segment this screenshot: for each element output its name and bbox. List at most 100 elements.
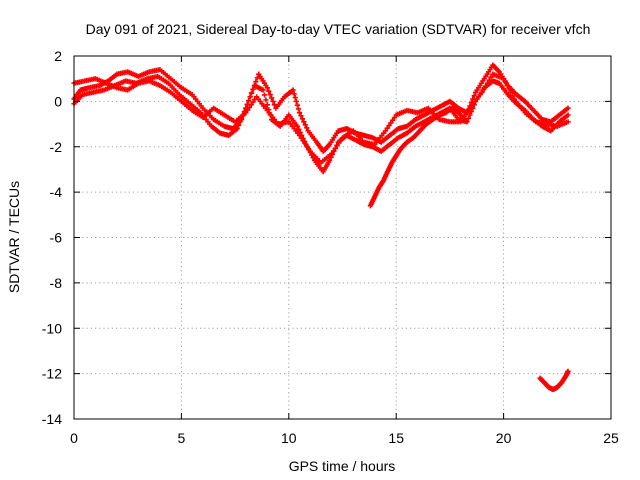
data-point-marker xyxy=(261,92,268,98)
data-point-marker xyxy=(267,91,273,98)
series-band-c xyxy=(71,71,571,166)
data-point-marker xyxy=(298,113,304,119)
y-tick-label: -8 xyxy=(50,275,63,291)
data-point-marker xyxy=(332,145,338,151)
x-tick-label: 5 xyxy=(178,430,186,446)
y-tick-label: -14 xyxy=(42,411,62,427)
data-point-marker xyxy=(264,102,270,108)
data-point-marker xyxy=(246,98,252,104)
data-point-marker xyxy=(466,105,473,112)
data-point-marker xyxy=(253,79,259,85)
y-tick-label: 2 xyxy=(54,48,62,64)
data-point-marker xyxy=(508,89,514,95)
data-point-marker xyxy=(296,126,302,132)
data-point-marker xyxy=(264,85,270,91)
y-tick-label: -10 xyxy=(42,320,62,336)
data-point-marker xyxy=(234,126,240,132)
y-tick-label: -4 xyxy=(50,184,63,200)
data-point-marker xyxy=(471,93,477,99)
data-point-marker xyxy=(292,94,298,101)
data-point-marker xyxy=(248,102,254,108)
data-point-marker xyxy=(484,80,491,86)
series-descending-arc xyxy=(367,105,468,209)
series-late-segment xyxy=(537,368,571,393)
y-axis-label: SDTVAR / TECUs xyxy=(6,181,22,293)
data-point-marker xyxy=(296,132,303,139)
data-point-marker xyxy=(565,119,571,125)
data-point-marker xyxy=(302,122,308,128)
data-point-marker xyxy=(388,120,394,126)
data-point-marker xyxy=(483,83,489,89)
data-points xyxy=(71,62,571,393)
data-point-marker xyxy=(486,77,492,83)
data-point-marker xyxy=(327,157,333,163)
data-point-marker xyxy=(386,122,392,129)
data-point-marker xyxy=(260,87,266,93)
data-point-marker xyxy=(298,135,304,141)
chart-title: Day 091 of 2021, Sidereal Day-to-day VTE… xyxy=(86,21,591,37)
data-point-marker xyxy=(247,94,253,100)
data-point-marker xyxy=(246,104,253,111)
data-point-marker xyxy=(250,86,256,92)
data-point-marker xyxy=(338,137,344,143)
data-point-marker xyxy=(294,102,300,108)
data-point-marker xyxy=(465,108,471,114)
data-point-marker xyxy=(565,112,571,118)
data-point-marker xyxy=(465,115,472,121)
data-point-marker xyxy=(502,79,508,85)
series-band-b xyxy=(71,73,571,175)
x-tick-label: 25 xyxy=(603,430,619,446)
data-point-marker xyxy=(462,116,468,123)
data-point-marker xyxy=(293,98,299,104)
data-point-marker xyxy=(330,148,337,154)
data-point-marker xyxy=(382,128,389,134)
y-tick-label: 0 xyxy=(54,93,62,109)
data-point-marker xyxy=(263,97,269,103)
data-point-marker xyxy=(304,125,310,131)
data-point-marker xyxy=(488,74,494,80)
data-point-marker xyxy=(300,138,306,144)
data-point-marker xyxy=(336,140,342,146)
x-tick-label: 15 xyxy=(388,430,404,446)
data-point-marker xyxy=(237,119,243,125)
data-point-marker xyxy=(245,107,251,113)
data-point-marker xyxy=(479,89,485,95)
data-point-marker xyxy=(565,105,571,111)
y-tick-label: -6 xyxy=(50,230,63,246)
grid xyxy=(74,56,611,419)
data-point-marker xyxy=(294,123,300,129)
data-point-marker xyxy=(266,88,272,94)
data-point-marker xyxy=(329,150,335,157)
x-tick-label: 20 xyxy=(496,430,512,446)
data-point-marker xyxy=(299,116,306,122)
data-point-marker xyxy=(391,115,398,121)
data-point-marker xyxy=(295,106,302,112)
data-point-marker xyxy=(565,368,571,374)
data-point-marker xyxy=(302,140,308,146)
data-point-marker xyxy=(458,119,464,125)
data-point-marker xyxy=(248,90,255,96)
data-point-marker xyxy=(270,98,276,104)
data-point-marker xyxy=(504,82,510,89)
data-point-marker xyxy=(304,143,310,149)
y-tick-label: -2 xyxy=(50,139,63,155)
data-point-marker xyxy=(301,119,307,125)
data-point-marker xyxy=(501,76,507,82)
data-point-marker xyxy=(506,86,512,92)
data-point-marker xyxy=(296,110,303,116)
data-point-marker xyxy=(509,93,516,99)
data-point-marker xyxy=(334,143,340,149)
data-point-marker xyxy=(269,95,275,101)
data-point-marker xyxy=(243,110,249,116)
x-tick-label: 10 xyxy=(281,430,297,446)
data-point-marker xyxy=(463,111,469,117)
data-point-marker xyxy=(291,91,297,97)
data-point-marker xyxy=(481,86,487,92)
data-point-marker xyxy=(384,125,390,131)
data-point-marker xyxy=(236,122,242,128)
y-tick-label: -12 xyxy=(42,366,62,382)
x-axis-label: GPS time / hours xyxy=(289,458,396,474)
data-point-marker xyxy=(467,112,473,118)
